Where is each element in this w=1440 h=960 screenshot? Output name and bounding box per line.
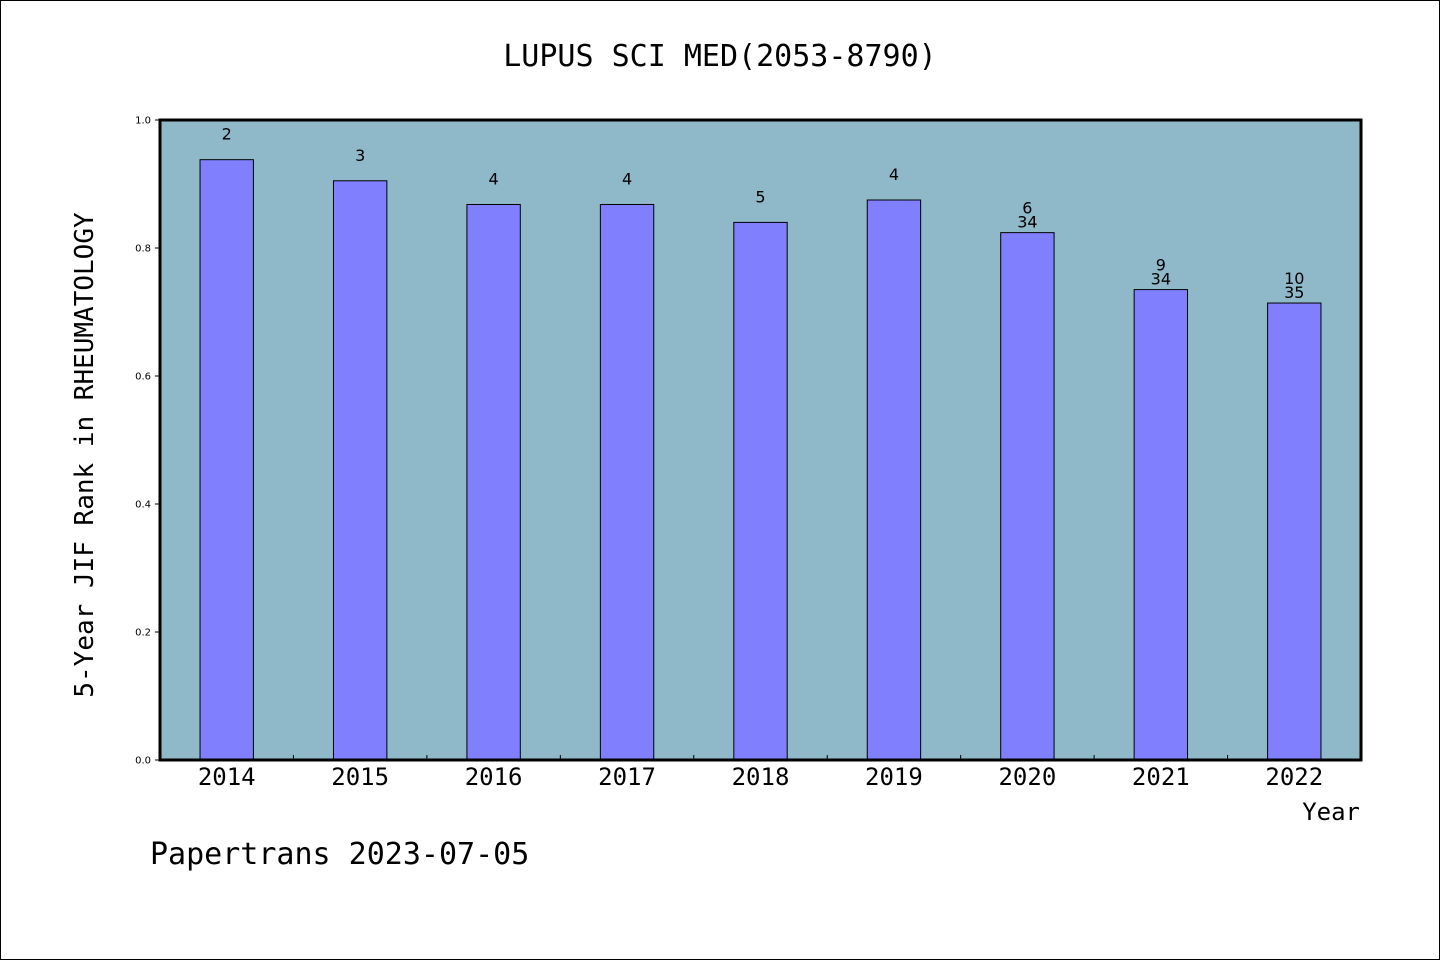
- bar-2020: [1000, 232, 1055, 761]
- y-tick-label-0.4: 0.4: [135, 500, 151, 511]
- y-tick-label-0.6: 0.6: [135, 372, 151, 383]
- footer-text: Papertrans 2023-07-05: [150, 837, 529, 872]
- data-label-rank-2014: 2: [222, 125, 232, 144]
- bar-2014: [199, 159, 254, 761]
- bar-2019: [866, 199, 922, 761]
- data-label-rank-2018: 5: [755, 187, 765, 206]
- y-axis-label: 5-Year JIF Rank in RHEUMATOLOGY: [70, 212, 100, 698]
- y-tick-label-0.8: 0.8: [135, 244, 151, 255]
- x-tick-label-2021: 2021: [1132, 763, 1190, 791]
- x-tick-label-2018: 2018: [732, 763, 790, 791]
- data-label-total-2022: 35: [1284, 283, 1304, 302]
- x-axis-label: Year: [1302, 798, 1360, 826]
- data-label-rank-2015: 3: [355, 146, 365, 165]
- data-label-rank-2016: 4: [489, 169, 499, 188]
- y-tick-label-0.0: 0.0: [135, 756, 151, 767]
- y-tick-label-1.0: 1.0: [135, 116, 151, 127]
- x-tick-label-2020: 2020: [998, 763, 1056, 791]
- x-tick-label-2019: 2019: [865, 763, 923, 791]
- data-label-rank-2022: 10: [1284, 269, 1304, 288]
- plot-border: [158, 118, 1363, 762]
- chart-title: LUPUS SCI MED(2053-8790): [503, 39, 936, 74]
- data-label-total-2020: 34: [1017, 213, 1037, 232]
- bar-2015: [332, 180, 388, 761]
- data-label-rank-2021: 9: [1156, 256, 1166, 275]
- x-tick-label-2022: 2022: [1265, 763, 1323, 791]
- data-label-total-2021: 34: [1151, 270, 1171, 289]
- y-tick-label-0.2: 0.2: [135, 628, 151, 639]
- bar-2016: [466, 203, 521, 761]
- bar-2022: [1267, 302, 1322, 761]
- bar-2021: [1133, 289, 1189, 761]
- bar-2017: [599, 203, 655, 761]
- data-label-rank-2017: 4: [622, 169, 632, 188]
- x-tick-label-2017: 2017: [598, 763, 656, 791]
- x-tick-label-2016: 2016: [465, 763, 523, 791]
- data-label-rank-2020: 6: [1022, 199, 1032, 218]
- data-label-rank-2019: 4: [889, 165, 899, 184]
- bar-2018: [733, 221, 788, 761]
- x-tick-label-2014: 2014: [198, 763, 256, 791]
- x-tick-label-2015: 2015: [331, 763, 389, 791]
